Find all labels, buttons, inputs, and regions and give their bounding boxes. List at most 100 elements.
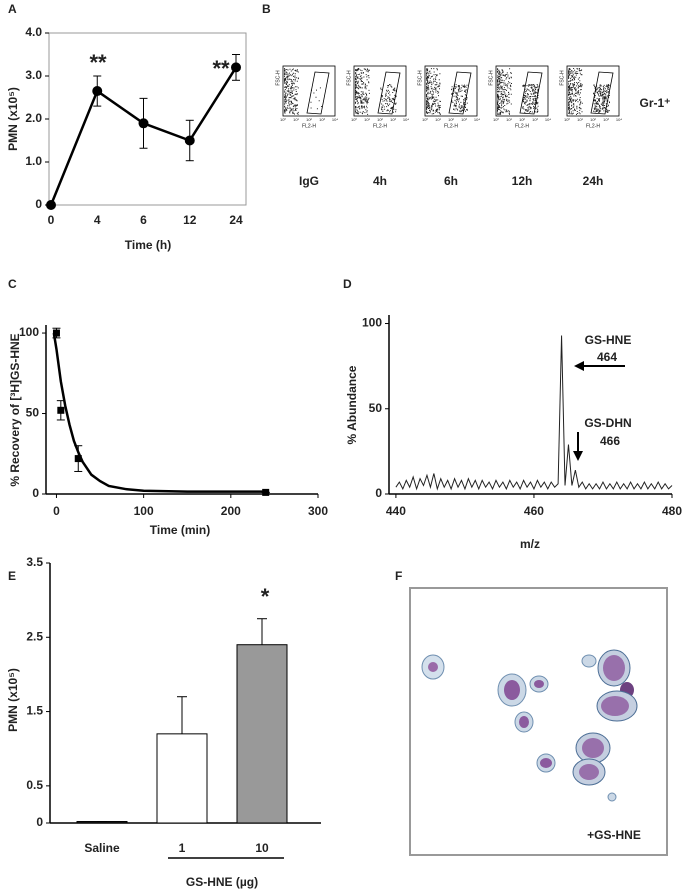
tick-label: 10³	[603, 117, 609, 122]
dots	[497, 68, 539, 115]
x-tick-label: 300	[308, 504, 328, 518]
annotation: 464	[597, 350, 617, 364]
plot-label: 4h	[373, 174, 387, 188]
axis-label: FL2-H	[444, 123, 458, 129]
x-tick-label: Saline	[84, 841, 120, 855]
tick-label: 10³	[532, 117, 538, 122]
tick-label: 10³	[390, 117, 396, 122]
bar	[76, 821, 128, 824]
bar	[236, 644, 288, 824]
panel-label: D	[343, 277, 352, 291]
nucleus	[582, 738, 604, 758]
annotation: GS-DHN	[584, 416, 631, 430]
dot-plot-frame	[353, 65, 407, 117]
panel-label: A	[8, 2, 17, 16]
y-tick-label: 100	[362, 316, 382, 330]
x-tick-label: 10	[255, 841, 269, 855]
axis-label: FSC-H	[417, 70, 423, 86]
marker-label: Gr-1⁺	[639, 96, 670, 110]
plot-label: 6h	[444, 174, 458, 188]
y-tick-label: 1.5	[26, 704, 43, 718]
fit-curve	[52, 332, 266, 493]
nucleus	[428, 662, 438, 672]
tick-label: 10¹	[435, 117, 441, 122]
cell	[581, 654, 597, 668]
tick-label: 10¹	[293, 117, 299, 122]
tick-label: 10¹	[364, 117, 370, 122]
nucleus	[603, 655, 625, 681]
dots	[568, 68, 610, 115]
tick-label: 10⁴	[403, 117, 409, 122]
x-tick-label: 0	[53, 504, 60, 518]
x-tick-label: 480	[662, 504, 682, 518]
y-tick-label: 0.5	[26, 778, 43, 792]
panel-label: B	[262, 2, 271, 16]
nucleus	[534, 680, 544, 688]
y-tick-label: 50	[26, 406, 40, 420]
annotation: *	[261, 584, 270, 609]
image-caption: +GS-HNE	[587, 828, 641, 842]
axis-label: FL2-H	[373, 123, 387, 129]
data-point	[231, 62, 241, 73]
x-tick-label: 24	[229, 213, 243, 227]
nucleus	[579, 764, 599, 780]
tick-label: 10¹	[506, 117, 512, 122]
plot-label: IgG	[299, 174, 319, 188]
cell	[607, 792, 617, 802]
x-tick-label: 460	[524, 504, 544, 518]
y-axis-label: % Abundance	[345, 365, 359, 444]
y-tick-label: 2.0	[25, 111, 42, 125]
dot-plot-frame	[282, 65, 336, 117]
tick-label: 10⁴	[332, 117, 338, 122]
x-axis-label: m/z	[520, 537, 540, 551]
x-tick-label: 12	[183, 213, 197, 227]
nucleus	[601, 696, 629, 716]
data-point	[52, 329, 60, 337]
tick-label: 10⁰	[493, 117, 499, 122]
panel-label: C	[8, 277, 17, 291]
panel-label: E	[8, 569, 16, 583]
gate	[377, 71, 401, 115]
tick-label: 10³	[319, 117, 325, 122]
tick-label: 10²	[590, 117, 596, 122]
arrow-head	[574, 361, 584, 371]
tick-label: 10²	[377, 117, 383, 122]
y-tick-label: 100	[19, 325, 39, 339]
data-point	[46, 200, 56, 210]
dots	[284, 68, 323, 115]
y-axis-label: % Recovery of [³H]GS-HNE	[8, 333, 22, 486]
x-tick-label: 1	[179, 841, 186, 855]
data-point	[92, 86, 103, 97]
axis-label: FL2-H	[515, 123, 529, 129]
y-tick-label: 1.0	[25, 154, 42, 168]
x-tick-label: 4	[94, 213, 101, 227]
y-tick-label: 2.5	[26, 629, 43, 643]
tick-label: 10⁴	[474, 117, 480, 122]
annotation: **	[212, 56, 230, 81]
x-axis-label: Time (min)	[150, 523, 210, 537]
x-tick-label: 6	[140, 213, 147, 227]
x-axis-label: GS-HNE (µg)	[186, 875, 258, 889]
y-axis-label: PMN (x10⁵)	[6, 87, 20, 151]
tick-label: 10⁴	[616, 117, 622, 122]
tick-label: 10⁰	[422, 117, 428, 122]
arrow-head	[573, 451, 583, 461]
nucleus	[519, 716, 529, 728]
x-tick-label: 200	[221, 504, 241, 518]
dot-plot-frame	[495, 65, 549, 117]
gate	[590, 71, 614, 115]
tick-label: 10²	[306, 117, 312, 122]
axis-label: FSC-H	[488, 70, 494, 86]
y-tick-label: 50	[369, 401, 383, 415]
x-tick-label: 440	[386, 504, 406, 518]
bar	[156, 733, 208, 824]
gate	[519, 71, 543, 115]
data-point	[262, 488, 270, 496]
dots	[426, 68, 468, 115]
tick-label: 10⁴	[545, 117, 551, 122]
tick-label: 10⁰	[280, 117, 286, 122]
x-tick-label: 100	[134, 504, 154, 518]
panel-label: F	[395, 569, 402, 583]
